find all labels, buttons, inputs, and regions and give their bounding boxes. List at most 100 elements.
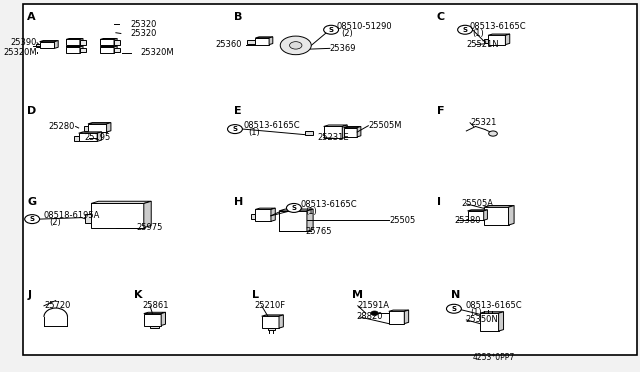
Polygon shape: [262, 315, 284, 316]
Bar: [74, 136, 79, 141]
Text: 25320: 25320: [130, 29, 157, 38]
Polygon shape: [488, 34, 509, 35]
Text: 25231E: 25231E: [317, 133, 349, 142]
Text: 25321: 25321: [470, 118, 497, 127]
Text: (1): (1): [305, 207, 317, 216]
Polygon shape: [144, 201, 151, 228]
Polygon shape: [144, 312, 166, 314]
Text: M: M: [351, 290, 363, 300]
Circle shape: [489, 131, 497, 136]
Text: (1): (1): [470, 308, 482, 317]
Text: 25505: 25505: [389, 216, 415, 225]
Bar: [488, 35, 506, 45]
Text: S: S: [29, 216, 35, 222]
Text: A: A: [27, 12, 36, 22]
Text: (1): (1): [472, 29, 484, 38]
Bar: [388, 311, 404, 324]
Polygon shape: [357, 126, 361, 137]
Circle shape: [371, 311, 378, 315]
Polygon shape: [100, 46, 117, 47]
Circle shape: [25, 215, 40, 224]
Polygon shape: [307, 209, 313, 231]
Bar: [100, 39, 114, 45]
Text: 25521N: 25521N: [467, 40, 499, 49]
Bar: [484, 39, 488, 43]
Text: (1): (1): [248, 128, 260, 137]
Text: 08513-6165C: 08513-6165C: [243, 121, 300, 130]
Bar: [324, 126, 342, 138]
Text: 25861: 25861: [143, 301, 169, 310]
Bar: [114, 48, 120, 52]
Text: I: I: [436, 197, 440, 207]
Bar: [480, 313, 499, 331]
Text: S: S: [232, 126, 237, 132]
Polygon shape: [107, 123, 111, 132]
Bar: [40, 42, 54, 48]
Polygon shape: [388, 310, 409, 311]
Polygon shape: [80, 46, 83, 53]
Bar: [100, 47, 114, 53]
Polygon shape: [509, 205, 514, 225]
Bar: [247, 40, 255, 44]
Text: K: K: [134, 290, 143, 300]
Polygon shape: [324, 125, 348, 126]
Text: F: F: [436, 106, 444, 116]
Text: G: G: [27, 197, 36, 207]
Polygon shape: [342, 125, 348, 138]
Polygon shape: [97, 132, 102, 141]
Bar: [84, 126, 88, 131]
Text: 25320: 25320: [130, 20, 157, 29]
Bar: [484, 207, 509, 225]
Polygon shape: [506, 34, 509, 45]
Text: N: N: [451, 290, 460, 300]
Polygon shape: [91, 201, 151, 203]
Polygon shape: [484, 205, 514, 207]
Text: 25320M: 25320M: [3, 48, 37, 57]
Text: S: S: [451, 306, 456, 312]
Polygon shape: [255, 37, 273, 38]
Text: 25350N: 25350N: [465, 315, 498, 324]
Text: 25505A: 25505A: [461, 199, 493, 208]
Polygon shape: [67, 46, 83, 47]
Text: C: C: [436, 12, 445, 22]
Text: H: H: [234, 197, 243, 207]
Text: B: B: [234, 12, 242, 22]
Bar: [67, 47, 80, 53]
Text: 25390: 25390: [11, 38, 37, 47]
Bar: [268, 328, 275, 330]
Polygon shape: [484, 210, 488, 220]
Text: 25195: 25195: [85, 133, 111, 142]
Bar: [88, 124, 107, 132]
Text: 08510-51290: 08510-51290: [336, 22, 392, 31]
Text: 25210F: 25210F: [254, 301, 285, 310]
Bar: [91, 203, 144, 228]
Bar: [255, 38, 269, 45]
Text: L: L: [252, 290, 259, 300]
Circle shape: [280, 36, 311, 55]
Circle shape: [324, 25, 339, 34]
Bar: [114, 40, 120, 45]
Text: 25765: 25765: [305, 227, 332, 236]
Bar: [80, 40, 86, 45]
Circle shape: [447, 304, 461, 313]
Polygon shape: [54, 41, 58, 48]
Text: S: S: [463, 27, 468, 33]
Bar: [80, 48, 86, 52]
Polygon shape: [161, 312, 166, 326]
Polygon shape: [499, 312, 504, 331]
Text: 25320M: 25320M: [141, 48, 174, 57]
Polygon shape: [114, 39, 117, 45]
Polygon shape: [468, 210, 488, 211]
Bar: [262, 316, 279, 328]
Bar: [255, 209, 271, 221]
Text: 25369: 25369: [330, 44, 356, 53]
Text: S: S: [328, 27, 333, 33]
Bar: [67, 39, 80, 45]
Bar: [36, 44, 40, 47]
Bar: [150, 326, 159, 328]
Text: 25505M: 25505M: [369, 121, 402, 130]
Text: 25975: 25975: [136, 223, 163, 232]
Polygon shape: [40, 41, 58, 42]
Polygon shape: [88, 123, 111, 124]
Text: 08513-6165C: 08513-6165C: [469, 22, 526, 31]
